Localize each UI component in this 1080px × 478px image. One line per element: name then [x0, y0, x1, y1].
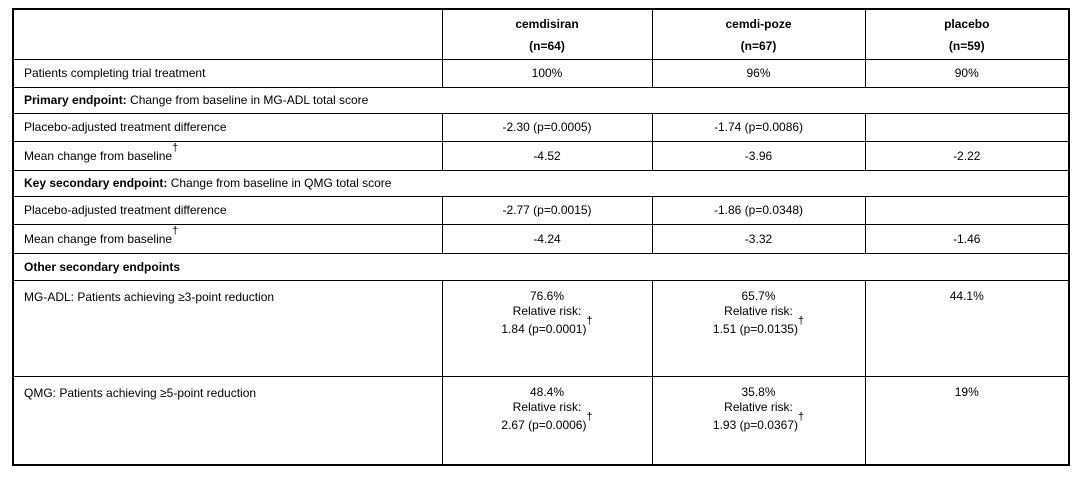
relative-risk-value: 1.51 (p=0.0135)† — [653, 315, 864, 338]
column-drug-name: placebo — [944, 17, 990, 32]
percentage-value: 44.1% — [949, 288, 984, 303]
section-subtitle: Change from baseline in QMG total score — [167, 176, 392, 190]
table-cell: -1.86 (p=0.0348) — [651, 195, 866, 225]
row-label: Mean change from baseline† — [12, 140, 443, 171]
row-label: Placebo-adjusted treatment difference — [12, 112, 443, 142]
section-header: Key secondary endpoint: Change from base… — [12, 169, 1070, 197]
secondary-mean-row: Mean change from baseline† -4.24 -3.32 -… — [12, 223, 1070, 254]
dagger-footnote-mark: † — [586, 410, 593, 423]
relative-risk-label: Relative risk: — [724, 303, 793, 318]
header-cemdisiran: cemdisiran (n=64) — [441, 8, 653, 60]
row-label: Patients completing trial treatment — [12, 58, 443, 88]
relative-risk-block: Relative risk: 1.93 (p=0.0367)† — [653, 398, 864, 434]
table-cell: -1.74 (p=0.0086) — [651, 112, 866, 142]
qmg-reduction-row: QMG: Patients achieving ≥5-point reducti… — [12, 375, 1070, 466]
relative-risk-label: Relative risk: — [512, 399, 582, 414]
table-cell: -3.96 — [651, 140, 866, 171]
relative-risk-number: 2.67 (p=0.0006) — [501, 417, 587, 432]
table-cell-empty — [864, 195, 1070, 225]
relative-risk-value: 1.93 (p=0.0367)† — [653, 411, 864, 434]
percentage-value: 19% — [954, 384, 979, 399]
primary-mean-row: Mean change from baseline† -4.52 -3.96 -… — [12, 140, 1070, 171]
table-cell: 44.1% — [864, 279, 1070, 377]
percentage-value: 48.4% — [529, 384, 565, 399]
section-title: Primary endpoint: — [24, 93, 127, 107]
table-cell: -1.46 — [864, 223, 1070, 254]
table-cell: 90% — [864, 58, 1070, 88]
dagger-footnote-mark: † — [797, 410, 805, 423]
percentage-value: 35.8% — [741, 384, 776, 399]
trial-results-table: cemdisiran (n=64) cemdi-poze (n=67) plac… — [12, 8, 1070, 466]
table-cell: 65.7% Relative risk: 1.51 (p=0.0135)† — [651, 279, 866, 377]
relative-risk-number: 1.93 (p=0.0367) — [712, 417, 798, 432]
relative-risk-block: Relative risk: 1.84 (p=0.0001)† — [443, 302, 651, 338]
table-cell-empty — [864, 112, 1070, 142]
percentage-value: 65.7% — [741, 288, 776, 303]
section-subtitle: Change from baseline in MG-ADL total sco… — [126, 93, 369, 107]
section-header: Other secondary endpoints — [12, 252, 1070, 281]
section-title: Other secondary endpoints — [24, 259, 181, 274]
column-n: (n=59) — [948, 39, 985, 54]
header-placebo: placebo (n=59) — [864, 8, 1070, 60]
column-n: (n=64) — [529, 39, 565, 54]
column-drug-name: cemdisiran — [515, 17, 579, 32]
column-n: (n=67) — [740, 39, 777, 54]
mgadl-reduction-row: MG-ADL: Patients achieving ≥3-point redu… — [12, 279, 1070, 377]
table-cell: -4.24 — [441, 223, 653, 254]
relative-risk-label: Relative risk: — [724, 399, 793, 414]
relative-risk-value: 2.67 (p=0.0006)† — [443, 411, 651, 434]
table-cell: 100% — [441, 58, 653, 88]
row-label: Placebo-adjusted treatment difference — [12, 195, 443, 225]
header-cemdi-poze: cemdi-poze (n=67) — [651, 8, 866, 60]
dagger-footnote-mark: † — [172, 141, 179, 154]
dagger-footnote-mark: † — [172, 224, 179, 237]
column-drug-name: cemdi-poze — [725, 17, 792, 32]
row-label-text: Mean change from baseline — [24, 148, 173, 163]
section-title: Key secondary endpoint: — [24, 176, 168, 190]
table-cell: -4.52 — [441, 140, 653, 171]
row-label: Mean change from baseline† — [12, 223, 443, 254]
table-cell: 96% — [651, 58, 866, 88]
relative-risk-label: Relative risk: — [512, 303, 582, 318]
relative-risk-block: Relative risk: 1.51 (p=0.0135)† — [653, 302, 864, 338]
percentage-value: 76.6% — [529, 288, 565, 303]
table-cell: -2.77 (p=0.0015) — [441, 195, 653, 225]
table-cell: -2.22 — [864, 140, 1070, 171]
relative-risk-value: 1.84 (p=0.0001)† — [443, 315, 651, 338]
primary-diff-row: Placebo-adjusted treatment difference -2… — [12, 112, 1070, 142]
dagger-footnote-mark: † — [586, 314, 593, 327]
relative-risk-block: Relative risk: 2.67 (p=0.0006)† — [443, 398, 651, 434]
table-header-row: cemdisiran (n=64) cemdi-poze (n=67) plac… — [12, 8, 1070, 60]
table-cell: 35.8% Relative risk: 1.93 (p=0.0367)† — [651, 375, 866, 466]
other-secondary-section-row: Other secondary endpoints — [12, 252, 1070, 281]
table-cell: 19% — [864, 375, 1070, 466]
secondary-diff-row: Placebo-adjusted treatment difference -2… — [12, 195, 1070, 225]
row-label: QMG: Patients achieving ≥5-point reducti… — [12, 375, 443, 466]
row-label: MG-ADL: Patients achieving ≥3-point redu… — [12, 279, 443, 377]
table-cell: -3.32 — [651, 223, 866, 254]
key-secondary-section-row: Key secondary endpoint: Change from base… — [12, 169, 1070, 197]
table-cell: -2.30 (p=0.0005) — [441, 112, 653, 142]
primary-endpoint-section-row: Primary endpoint: Change from baseline i… — [12, 86, 1070, 114]
dagger-footnote-mark: † — [797, 314, 805, 327]
table-cell: 48.4% Relative risk: 2.67 (p=0.0006)† — [441, 375, 653, 466]
row-label-text: Mean change from baseline — [24, 231, 173, 246]
section-header: Primary endpoint: Change from baseline i… — [12, 86, 1070, 114]
relative-risk-number: 1.51 (p=0.0135) — [712, 321, 798, 336]
patients-completing-row: Patients completing trial treatment 100%… — [12, 58, 1070, 88]
relative-risk-number: 1.84 (p=0.0001) — [501, 321, 587, 336]
table-cell: 76.6% Relative risk: 1.84 (p=0.0001)† — [441, 279, 653, 377]
header-empty-cell — [12, 8, 443, 60]
